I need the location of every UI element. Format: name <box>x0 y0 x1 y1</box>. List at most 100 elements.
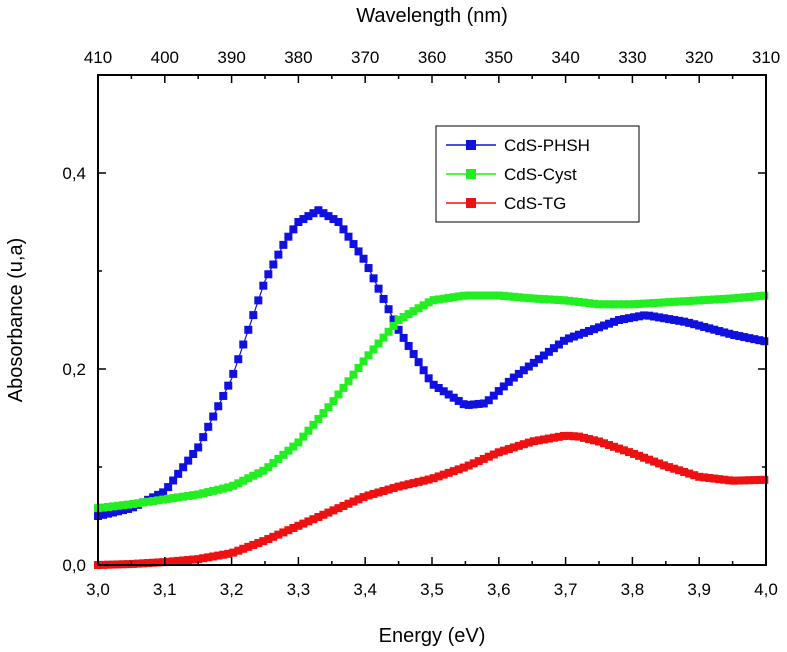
series-point <box>549 295 558 304</box>
series-point <box>454 465 463 474</box>
series-point <box>239 340 248 349</box>
x-tick-label: 3,6 <box>487 580 511 599</box>
series-point <box>620 315 629 324</box>
series-point <box>494 448 503 457</box>
series-point <box>740 333 749 342</box>
series-point <box>685 296 694 305</box>
series-point <box>675 466 684 475</box>
series-point <box>114 501 123 510</box>
series-point <box>715 327 724 336</box>
series-point <box>529 437 538 446</box>
series-point <box>514 441 523 450</box>
series-point <box>354 495 363 504</box>
series-point <box>569 297 578 306</box>
series-point <box>104 509 113 518</box>
series-point <box>239 476 248 485</box>
series-point <box>369 489 378 498</box>
series-point <box>234 479 243 488</box>
series-point <box>404 341 413 350</box>
series-point <box>584 327 593 336</box>
x-tick-label: 3,7 <box>554 580 578 599</box>
series-point <box>379 333 388 342</box>
series-point <box>164 494 173 503</box>
series-point <box>254 539 263 548</box>
series-point <box>334 218 343 226</box>
series-point <box>640 311 649 320</box>
series-point <box>655 459 664 468</box>
series-point <box>264 463 273 472</box>
top-tick-label: 370 <box>351 48 379 67</box>
series-point <box>134 499 143 508</box>
series-point <box>149 558 158 567</box>
series-point <box>524 294 533 303</box>
top-tick-label: 400 <box>151 48 179 67</box>
series-point <box>319 409 328 418</box>
series-point <box>534 436 543 445</box>
series-point <box>700 473 709 482</box>
series-point <box>710 295 719 304</box>
series-point <box>444 390 453 399</box>
series-point <box>675 297 684 306</box>
series-point <box>665 298 674 307</box>
series-point <box>104 502 113 511</box>
series-point <box>279 450 288 459</box>
series-point <box>374 339 383 348</box>
series-point <box>189 450 198 459</box>
series-point <box>459 463 468 472</box>
series-point <box>329 397 338 406</box>
axis-ticks-layer <box>97 75 767 566</box>
x-tick-label: 3,2 <box>220 580 244 599</box>
series-point <box>549 433 558 442</box>
series-point <box>700 322 709 331</box>
series-point <box>499 382 508 391</box>
series-point <box>284 446 293 455</box>
legend-marker <box>466 140 476 150</box>
top-tick-label: 320 <box>685 48 713 67</box>
series-point <box>519 440 528 449</box>
series-point <box>499 291 508 300</box>
series-point <box>454 292 463 301</box>
series-point <box>720 294 729 303</box>
series-point <box>314 414 323 423</box>
series-point <box>199 489 208 498</box>
series-point <box>499 446 508 455</box>
top-tick-label: 340 <box>551 48 579 67</box>
series-point <box>745 292 754 301</box>
legend-label: CdS-PHSH <box>504 136 590 155</box>
series-point <box>159 558 168 567</box>
series-point <box>660 314 669 323</box>
series-point <box>144 497 153 506</box>
series-point <box>489 391 498 400</box>
series-point <box>384 485 393 494</box>
series-point <box>289 524 298 533</box>
series-point <box>539 295 548 304</box>
series-point <box>735 332 744 341</box>
series-point <box>625 448 634 457</box>
series-point <box>264 535 273 544</box>
series-point <box>154 496 163 505</box>
series-point <box>690 471 699 480</box>
series-point <box>494 291 503 300</box>
series-point <box>294 438 303 447</box>
series-point <box>179 556 188 565</box>
legend-label: CdS-Cyst <box>504 165 577 184</box>
series-point <box>274 454 283 463</box>
series-point <box>284 232 293 241</box>
series-point <box>484 396 493 405</box>
series-point <box>574 330 583 339</box>
series-point <box>354 364 363 373</box>
series-point <box>615 316 624 324</box>
series-point <box>469 400 478 409</box>
series-point <box>174 493 183 502</box>
series-point <box>279 528 288 537</box>
series-point <box>299 215 308 224</box>
x-tick-label: 3,0 <box>86 580 110 599</box>
top-tick-label: 330 <box>618 48 646 67</box>
series-point <box>584 299 593 308</box>
series-point <box>655 313 664 322</box>
series-point <box>244 474 253 483</box>
series-point <box>569 332 578 341</box>
series-point <box>219 484 228 493</box>
series-point <box>214 485 223 494</box>
